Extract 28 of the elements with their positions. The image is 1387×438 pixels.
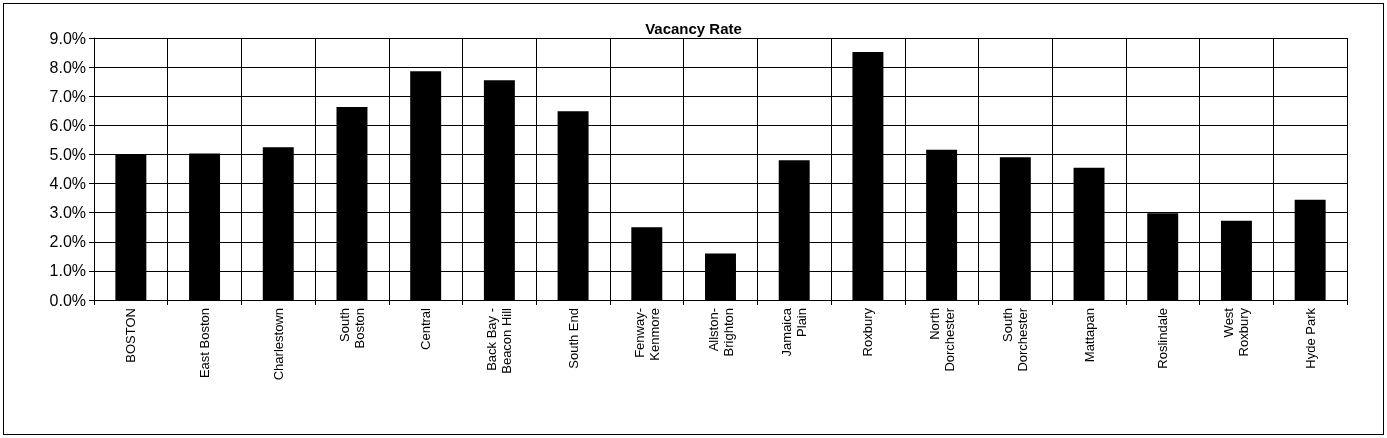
x-tick-label: Roslindale (1155, 308, 1171, 369)
x-tick-label: Jamaica Plain (779, 307, 810, 357)
x-tick-label: Mattapan (1081, 308, 1097, 363)
y-tick-label: 5.0% (49, 145, 86, 163)
y-tick-label: 8.0% (49, 58, 86, 76)
y-tick-label: 2.0% (49, 233, 86, 251)
y-tick-label: 4.0% (49, 175, 86, 193)
x-tick-label: North Dorchester (926, 307, 957, 372)
x-tick-label: South Dorchester (1000, 307, 1031, 372)
x-tick-label: South End (565, 308, 581, 369)
y-tick-label: 7.0% (49, 87, 86, 105)
x-tick-label: Charlestown (270, 308, 286, 381)
x-tick-label: Fenway- Kenmore (631, 308, 662, 361)
y-tick-label: 3.0% (49, 204, 86, 222)
x-tick-label: Back Bay - Beacon Hill (484, 307, 515, 374)
y-tick-label: 0.0% (49, 291, 86, 309)
x-tick-label: South Boston (336, 308, 367, 349)
x-tick-label: Allston- Brighton (705, 308, 736, 357)
y-tick-label: 9.0% (49, 29, 86, 47)
x-tick-label: Central (418, 307, 434, 350)
chart-title: Vacancy Rate (645, 20, 742, 37)
x-tick-label: BOSTON (123, 308, 139, 363)
x-tick-label: East Boston (197, 308, 213, 379)
x-tick-label: West Roxbury (1221, 307, 1252, 357)
x-tick-label: Roxbury (860, 307, 876, 357)
y-tick-label: 1.0% (49, 262, 86, 280)
x-tick-label: Hyde Park (1302, 307, 1318, 369)
y-tick-label: 6.0% (49, 116, 86, 134)
